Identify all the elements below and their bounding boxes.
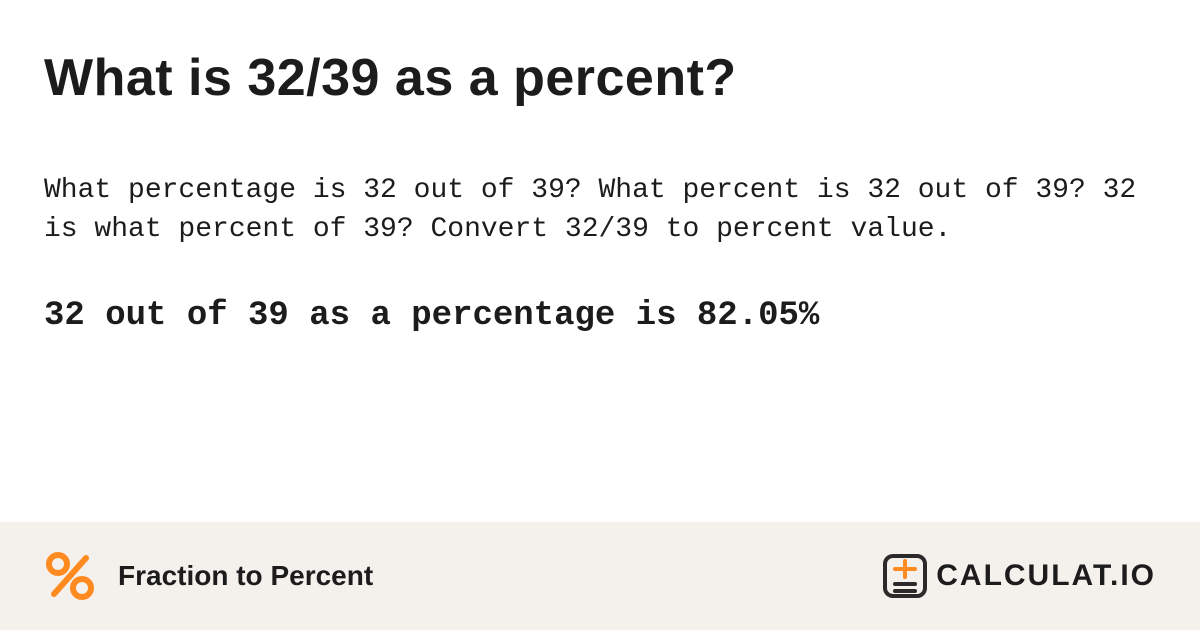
answer-text: 32 out of 39 as a percentage is 82.05% (44, 297, 1156, 335)
footer-category-label: Fraction to Percent (118, 560, 373, 592)
page-description: What percentage is 32 out of 39? What pe… (44, 172, 1154, 249)
percent-icon (44, 550, 96, 602)
footer-right-group: CALCULAT.IO (882, 553, 1156, 599)
brand-logo-icon (882, 553, 928, 599)
footer-left-group: Fraction to Percent (44, 550, 373, 602)
page-title: What is 32/39 as a percent? (44, 48, 1156, 108)
footer-bar: Fraction to Percent CALCULAT.IO (0, 522, 1200, 630)
brand-name: CALCULAT.IO (936, 559, 1156, 593)
